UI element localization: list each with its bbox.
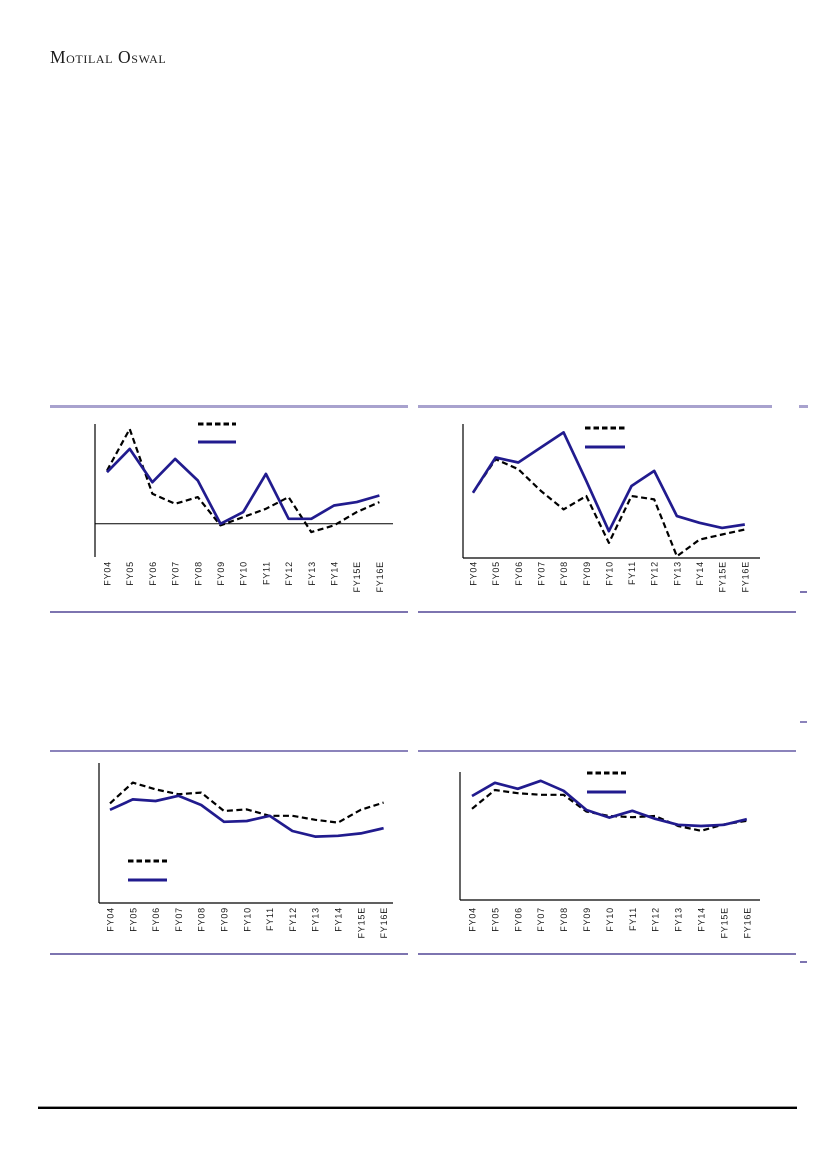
- divider-rule-row2-bottom-left: [50, 953, 408, 955]
- divider-rule-row1-bottom-right: [418, 611, 796, 613]
- x-axis-label: FY12: [284, 561, 294, 586]
- x-axis-label: FY08: [559, 561, 569, 586]
- x-axis-label: FY14: [334, 907, 344, 932]
- x-axis-label: FY13: [674, 907, 684, 932]
- brand-logo: Motilal Oswal: [50, 47, 167, 67]
- x-axis-label: FY13: [307, 561, 317, 586]
- divider-rule-row1-bottom-edge: [800, 591, 807, 593]
- x-axis-label: FY11: [265, 907, 275, 931]
- x-axis-label: FY09: [582, 907, 592, 932]
- chart-top-right: FY04 FY05 FY06 FY07 FY08 FY09 FY10 FY11 FY12 FY13…: [455, 415, 775, 611]
- x-axis-label: FY07: [536, 561, 546, 586]
- series-line-solid: [471, 779, 748, 828]
- x-axis-label: FY15E: [718, 561, 728, 593]
- x-axis-label: FY04: [103, 561, 113, 586]
- x-axis-label: FY05: [491, 561, 501, 586]
- x-axis-label: FY12: [288, 907, 298, 932]
- x-axis-label: FY06: [148, 561, 158, 586]
- x-axis-label: FY07: [536, 907, 546, 932]
- x-axis-label: FY13: [672, 561, 682, 586]
- series-line-dashed: [471, 788, 747, 832]
- x-axis-label: FY13: [311, 907, 321, 932]
- series-line-dashed: [472, 458, 746, 558]
- series-line-dashed: [106, 427, 380, 534]
- x-axis-label: FY12: [651, 907, 661, 932]
- divider-rule-row2-top-edge: [800, 721, 807, 723]
- divider-rule-row2-bottom-edge: [800, 961, 807, 963]
- divider-rule-row2-top-right: [418, 750, 796, 752]
- series-line-solid: [109, 794, 384, 838]
- chart-top-left: FY04 FY05 FY06 FY07 FY08 FY09 FY10 FY11 FY12 FY13…: [88, 415, 408, 611]
- x-axis-label: FY16E: [375, 561, 385, 593]
- x-axis-label: FY16E: [742, 907, 752, 939]
- x-axis-label: FY10: [604, 561, 614, 586]
- x-axis-label: FY06: [151, 907, 161, 932]
- x-axis-label: FY06: [514, 561, 524, 586]
- x-axis-label: FY10: [605, 907, 615, 932]
- x-axis-label: FY15E: [352, 561, 362, 593]
- x-axis-label: FY09: [582, 561, 592, 586]
- series-line-dashed: [109, 781, 384, 824]
- x-axis-label: FY08: [197, 907, 207, 932]
- chart-bottom-left: FY04 FY05 FY06 FY07 FY08 FY09 FY10 FY11 FY12 FY13…: [90, 755, 408, 955]
- x-axis-label: FY11: [627, 561, 637, 585]
- x-axis-label: FY07: [171, 561, 181, 586]
- divider-rule-row1-top-left: [50, 405, 408, 408]
- x-axis-label: FY15E: [719, 907, 729, 939]
- x-axis-label: FY12: [650, 561, 660, 586]
- x-axis-label: FY08: [193, 561, 203, 586]
- divider-rule-row1-top-edge: [799, 405, 808, 408]
- divider-rule-row2-bottom-right: [418, 953, 796, 955]
- x-axis-label: FY04: [106, 907, 116, 932]
- x-axis-label: FY05: [125, 561, 135, 586]
- x-axis-label: FY06: [513, 907, 523, 932]
- x-axis-label: FY04: [469, 561, 479, 586]
- x-axis-label: FY08: [559, 907, 569, 932]
- x-axis-label: FY09: [220, 907, 230, 932]
- chart-bottom-right: FY04 FY05 FY06 FY07 FY08 FY09 FY10 FY11 FY12 FY13…: [450, 763, 772, 955]
- x-axis-label: FY07: [174, 907, 184, 932]
- series-line-solid: [106, 447, 380, 526]
- divider-rule-row2-top-left: [50, 750, 408, 752]
- divider-rule-row1-top-right: [418, 405, 772, 408]
- x-axis-label: FY15E: [356, 907, 366, 939]
- x-axis-label: FY04: [468, 907, 478, 932]
- x-axis-label: FY05: [490, 907, 500, 932]
- footer-rule: [38, 1106, 797, 1109]
- x-axis-label: FY10: [242, 907, 252, 932]
- divider-rule-row1-bottom-left: [50, 611, 408, 613]
- x-axis-label: FY11: [628, 907, 638, 931]
- series-line-solid: [471, 431, 745, 533]
- x-axis-label: FY05: [128, 907, 138, 932]
- x-axis-label: FY16E: [379, 907, 389, 939]
- x-axis-label: FY11: [261, 561, 271, 585]
- x-axis-label: FY14: [330, 561, 340, 586]
- x-axis-label: FY14: [695, 561, 705, 586]
- x-axis-label: FY10: [239, 561, 249, 586]
- x-axis-label: FY16E: [740, 561, 750, 593]
- x-axis-label: FY09: [216, 561, 226, 586]
- x-axis-label: FY14: [697, 907, 707, 932]
